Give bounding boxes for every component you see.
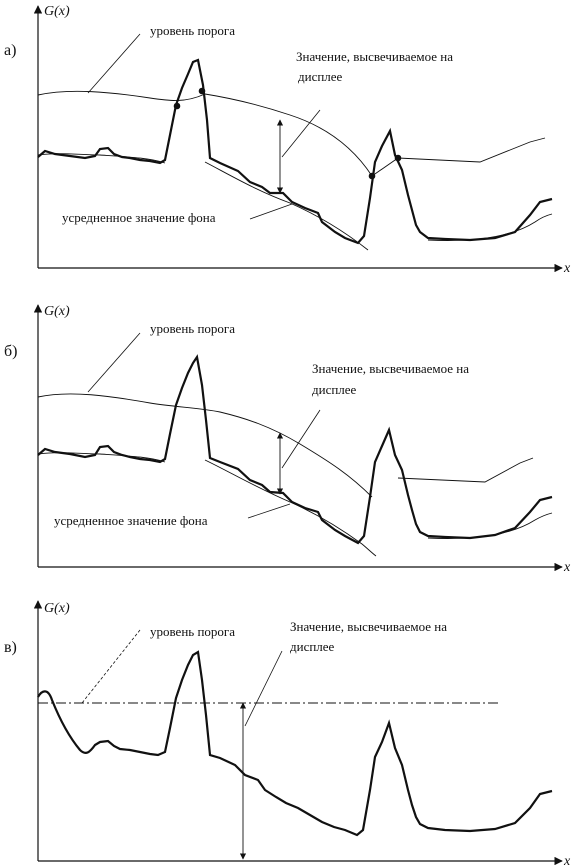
panel-b-background-leader — [247, 503, 291, 519]
panel-c-letter: в) — [4, 639, 17, 656]
panel-b-x-axis-label: x — [563, 560, 571, 575]
panel-b-threshold-curve — [37, 393, 534, 498]
panel-c-display-label: Значение, высвечиваемое на — [290, 619, 447, 634]
panel-a-y-axis-label: G(x) — [44, 4, 70, 19]
panel-c-display-leader — [244, 650, 283, 727]
panel-c-y-axis-label: G(x) — [44, 601, 70, 616]
panel-a-threshold-leader — [87, 33, 141, 94]
panel-b: G(x) x б) уровень порога Значение, высве… — [4, 304, 571, 575]
panel-b-background-curve — [37, 452, 553, 557]
panel-a-display-label: дисплее — [298, 69, 343, 84]
panel-b-display-label: дисплее — [312, 382, 357, 397]
panel-a-display-label: Значение, высвечиваемое на — [296, 49, 453, 64]
panel-b-threshold-leader — [87, 332, 141, 393]
panel-a-background-leader — [249, 203, 293, 220]
panel-a-letter: а) — [4, 42, 16, 59]
panel-b-display-label: Значение, высвечиваемое на — [312, 361, 469, 376]
panel-a-display-leader — [281, 109, 321, 158]
panel-c-threshold-leader — [81, 629, 141, 704]
panel-a-point-marker — [394, 154, 402, 162]
panel-a-background-curve — [37, 153, 553, 251]
panel-c: G(x) x в) уровень порога Значение, высве… — [4, 600, 571, 867]
panel-a-point-marker — [198, 87, 206, 95]
panel-a-background-label: усредненное значение фона — [62, 210, 216, 225]
panel-b-background-label: усредненное значение фона — [54, 513, 208, 528]
panel-c-x-axis-label: x — [563, 854, 571, 867]
panel-a: G(x) x а) уровень порога Значение, высве… — [4, 4, 571, 276]
panel-a-x-axis-label: x — [563, 261, 571, 276]
panel-c-threshold-label: уровень порога — [150, 624, 235, 639]
panel-a-signal-curve — [37, 58, 553, 245]
panel-a-threshold-curve — [37, 90, 546, 177]
panel-a-point-marker — [173, 102, 181, 110]
panel-b-y-axis-label: G(x) — [44, 304, 70, 319]
panel-b-display-leader — [281, 409, 321, 469]
panel-c-display-label: дисплее — [290, 639, 335, 654]
panel-a-point-marker — [368, 172, 376, 180]
panel-a-threshold-label: уровень порога — [150, 23, 235, 38]
panel-b-letter: б) — [4, 343, 17, 360]
panel-b-threshold-label: уровень порога — [150, 321, 235, 336]
panel-c-signal-curve — [37, 650, 553, 837]
